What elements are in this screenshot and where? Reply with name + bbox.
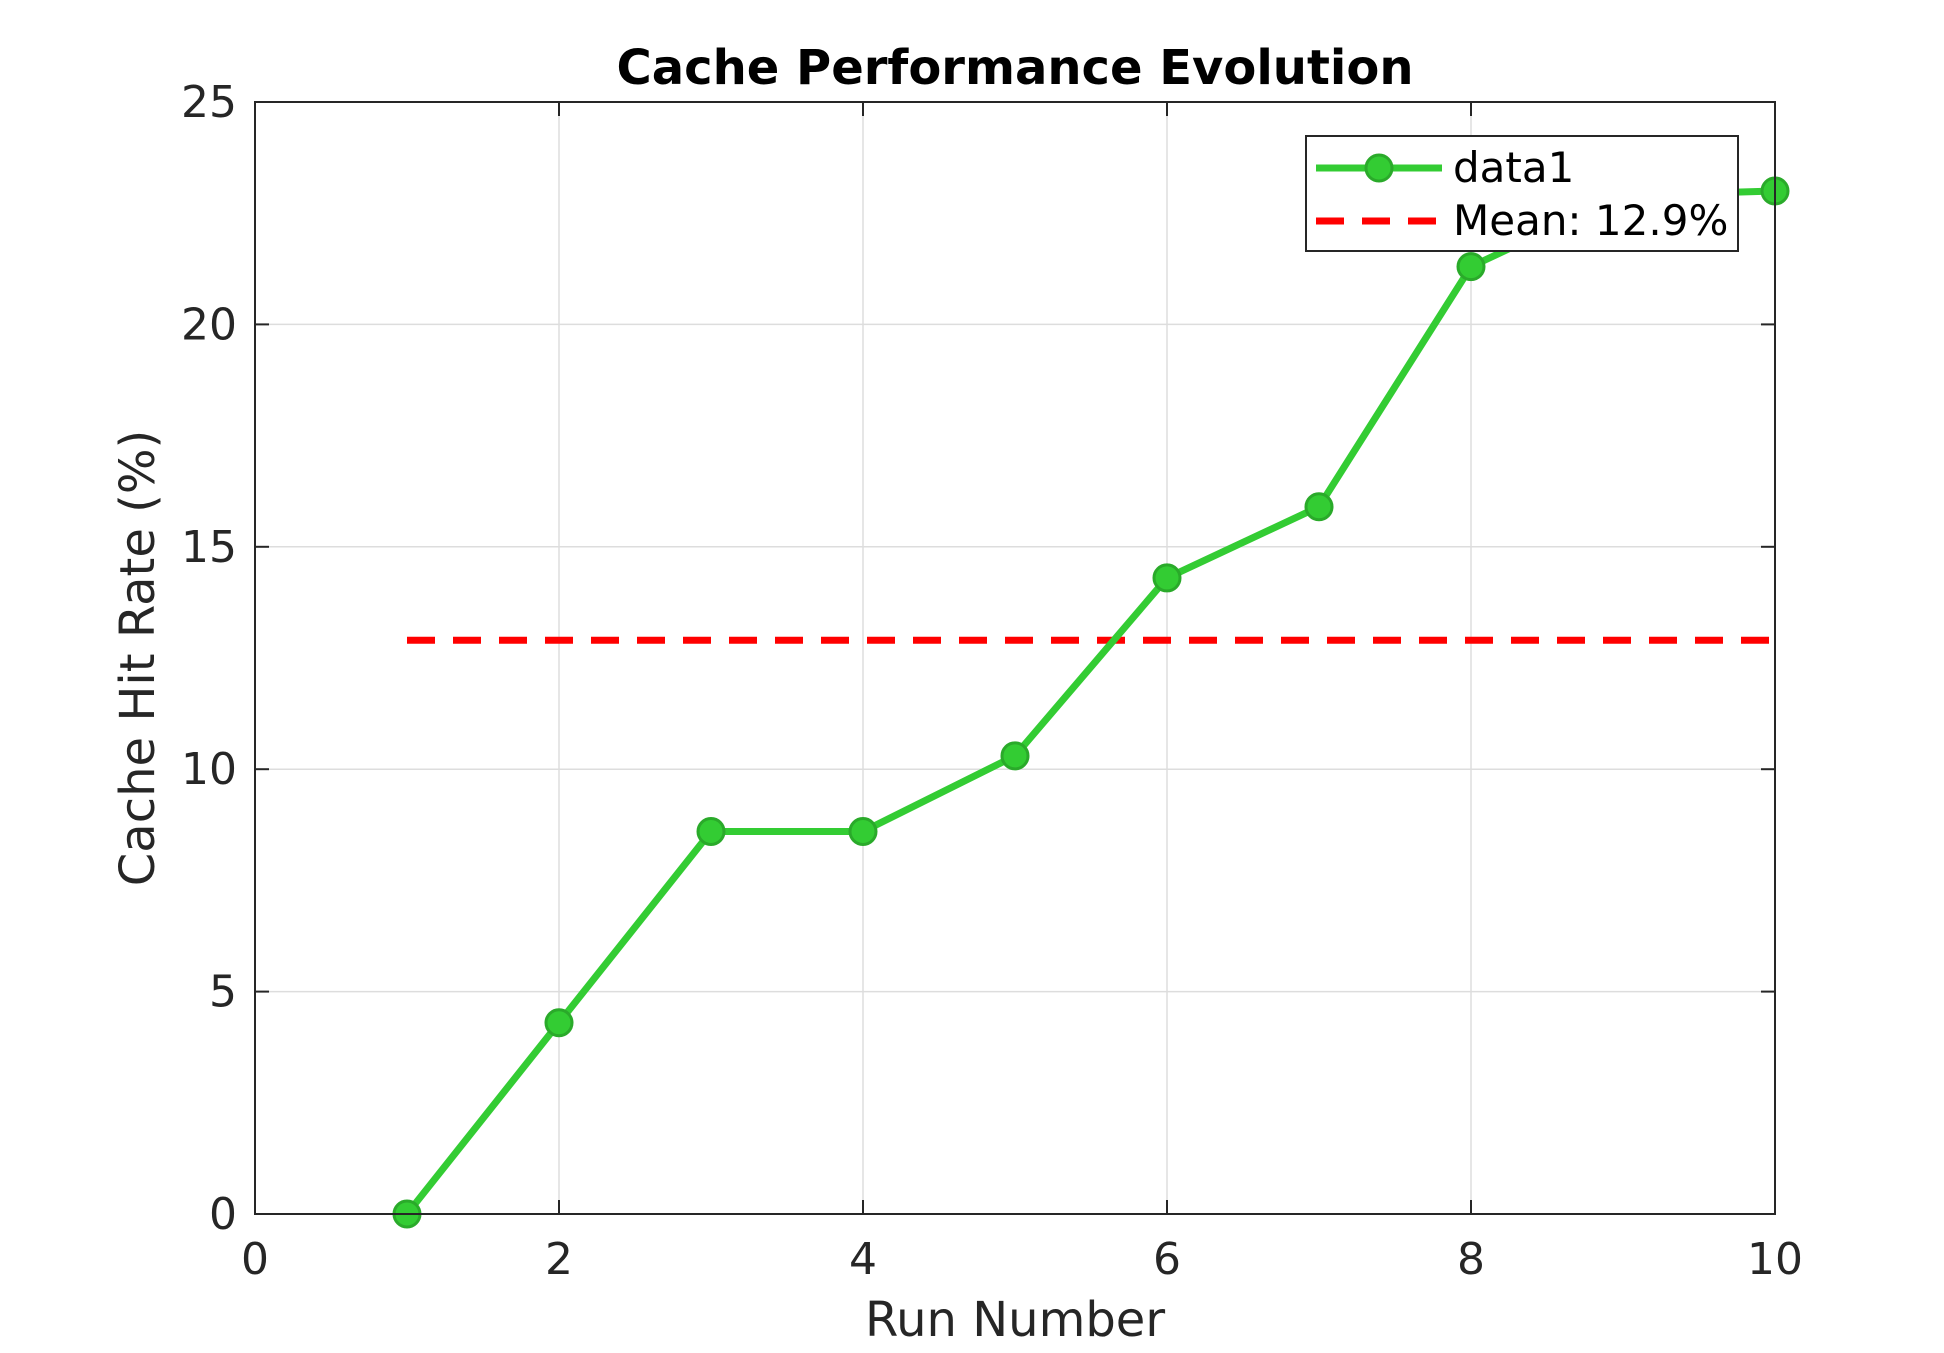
legend-marker-data1 xyxy=(1364,153,1394,183)
data1-point xyxy=(1456,252,1486,282)
tick-mark-layer xyxy=(254,101,1776,1215)
x-axis-label: Run Number xyxy=(865,1292,1165,1348)
y-tick-label: 20 xyxy=(181,299,237,350)
x-tick-label: 8 xyxy=(1457,1234,1485,1285)
y-tick-label: 10 xyxy=(181,744,237,795)
y-tick-labels: 0 5 10 15 20 25 xyxy=(181,77,237,1240)
plot-area xyxy=(255,102,1775,1214)
data1-point xyxy=(1000,741,1030,771)
data1-point xyxy=(1304,492,1334,522)
data1-point xyxy=(1152,563,1182,593)
y-tick-label: 15 xyxy=(181,522,237,573)
data1-point xyxy=(696,816,726,846)
x-tick-label: 2 xyxy=(545,1234,573,1285)
data1-point xyxy=(848,816,878,846)
y-tick-label: 5 xyxy=(209,967,237,1018)
y-tick-label: 25 xyxy=(181,77,237,128)
x-tick-label: 10 xyxy=(1747,1234,1803,1285)
data1-point xyxy=(544,1008,574,1038)
plot-area-border xyxy=(254,101,1776,1215)
legend: data1 Mean: 12.9% xyxy=(1305,135,1739,252)
x-tick-label: 6 xyxy=(1153,1234,1181,1285)
legend-label-data1: data1 xyxy=(1453,143,1574,192)
x-tick-labels: 0 2 4 6 8 10 xyxy=(241,1234,1803,1285)
x-tick-label: 4 xyxy=(849,1234,877,1285)
y-tick-label: 0 xyxy=(209,1189,237,1240)
grid-layer xyxy=(254,101,1776,1215)
chart-title: Cache Performance Evolution xyxy=(617,40,1414,96)
legend-label-mean: Mean: 12.9% xyxy=(1453,196,1728,245)
x-tick-label: 0 xyxy=(241,1234,269,1285)
y-axis-label: Cache Hit Rate (%) xyxy=(110,430,166,886)
